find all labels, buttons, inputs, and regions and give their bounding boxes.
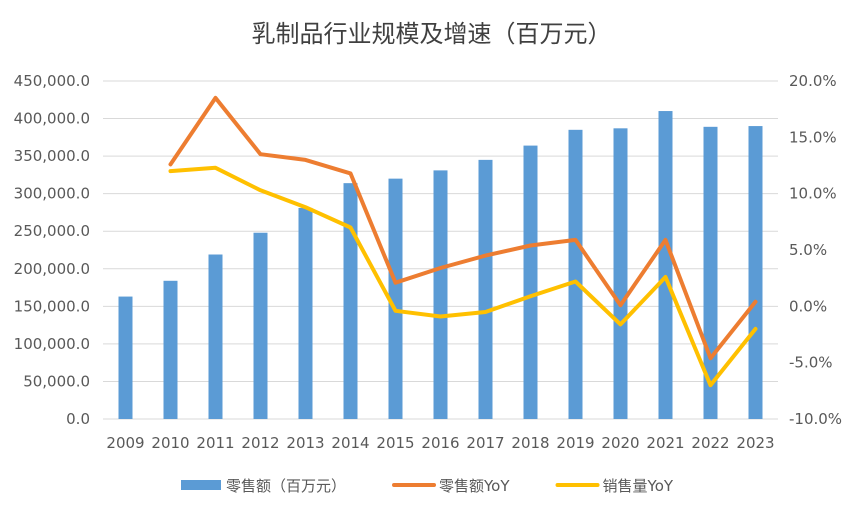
x-tick-label: 2010 [151,434,189,452]
legend-label: 销售量YoY [603,477,674,495]
series-line [168,165,758,388]
bar [748,126,763,420]
x-tick-label: 2022 [691,434,729,452]
legend-label: 零售额YoY [439,477,510,495]
y-right-tick-label: 15.0% [789,128,837,146]
bar [478,159,493,419]
chart-title: 乳制品行业规模及增速（百万元） [251,20,612,48]
y-left-tick-label: 0.0 [66,410,90,428]
y-left-tick-label: 350,000.0 [14,147,90,165]
y-right-tick-label: 5.0% [789,241,827,259]
x-tick-label: 2015 [376,434,414,452]
legend-swatch [181,480,221,490]
x-tick-label: 2018 [511,434,549,452]
y-right-tick-label: -5.0% [789,354,833,372]
x-tick-label: 2019 [556,434,594,452]
bar [568,129,583,420]
x-tick-label: 2016 [421,434,459,452]
y-left-tick-label: 150,000.0 [14,297,90,315]
bar [658,111,673,420]
y-left-tick-label: 450,000.0 [14,72,90,90]
bar [343,183,358,419]
x-tick-label: 2021 [646,434,684,452]
y-right-tick-label: 10.0% [789,185,837,203]
x-tick-label: 2009 [106,434,144,452]
series-line [168,95,758,361]
bar [253,232,268,419]
x-tick-label: 2013 [286,434,324,452]
bar [388,178,403,419]
y-left-tick-label: 250,000.0 [14,222,90,240]
bar [433,170,448,419]
x-tick-label: 2012 [241,434,279,452]
x-tick-label: 2017 [466,434,504,452]
x-tick-label: 2011 [196,434,234,452]
legend-label: 零售额（百万元） [226,477,346,495]
y-left-tick-label: 300,000.0 [14,185,90,203]
y-left-tick-label: 400,000.0 [14,110,90,128]
y-left-tick-label: 200,000.0 [14,260,90,278]
y-left-tick-label: 100,000.0 [14,335,90,353]
y-right-tick-label: -10.0% [789,410,842,428]
bar [523,145,538,419]
bar [118,296,133,419]
y-right-tick-label: 0.0% [789,297,827,315]
bar [298,207,313,419]
bar [163,280,178,419]
x-tick-label: 2014 [331,434,369,452]
x-tick-label: 2020 [601,434,639,452]
bar [208,254,223,419]
x-tick-label: 2023 [736,434,774,452]
y-right-tick-label: 20.0% [789,72,837,90]
y-left-tick-label: 50,000.0 [23,372,90,390]
bar [613,128,628,419]
